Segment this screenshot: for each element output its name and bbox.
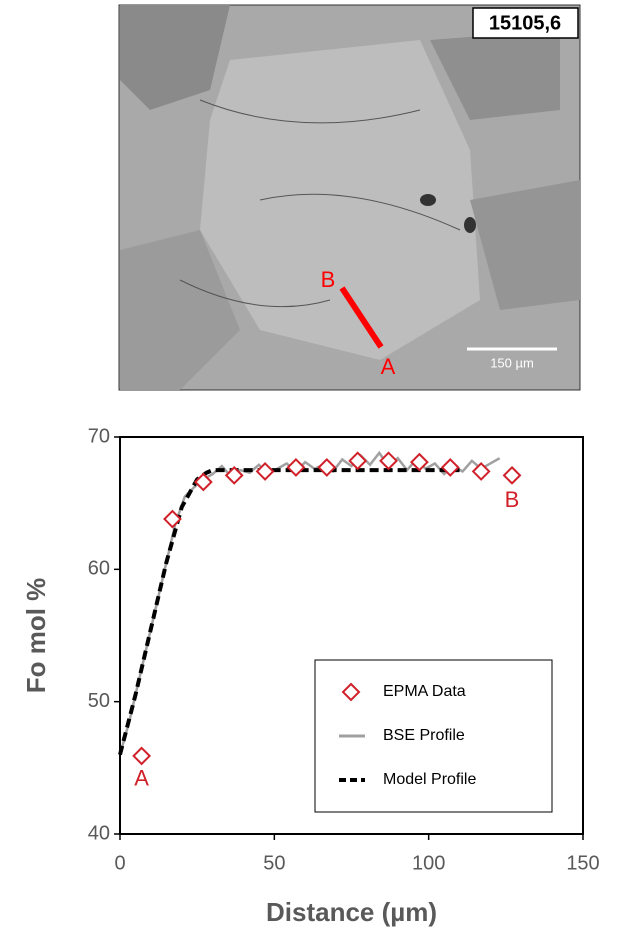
x-axis-label: Distance (µm) xyxy=(266,897,437,927)
diamond-marker xyxy=(319,459,335,475)
y-tick-label: 70 xyxy=(88,425,110,447)
legend-label: Model Profile xyxy=(383,771,476,788)
x-tick-label: 150 xyxy=(566,852,599,874)
y-tick-label: 50 xyxy=(88,690,110,712)
chart: 40 50 60 70 0 50 100 150 Distance (µm) Fo mol % A B… xyxy=(21,425,600,927)
point-label: B xyxy=(321,267,336,292)
x-tick-label: 100 xyxy=(412,852,445,874)
diamond-marker xyxy=(288,459,304,475)
micrograph: B A 15105,6 150 µm xyxy=(119,5,580,390)
x-tick-label: 50 xyxy=(263,852,285,874)
annotation: B xyxy=(505,487,520,512)
legend-label: EPMA Data xyxy=(383,683,466,700)
annotation: A xyxy=(134,766,149,791)
page: B A 15105,6 150 µm 40 50 60 70 0 50 100 150 Dist… xyxy=(0,0,617,932)
diamond-marker xyxy=(504,467,520,483)
inclusion xyxy=(464,217,476,233)
diamond-marker xyxy=(381,453,397,469)
y-tick-label: 40 xyxy=(88,822,110,844)
inclusion xyxy=(420,194,436,206)
x-tick-label: 0 xyxy=(114,852,125,874)
y-tick-label: 60 xyxy=(88,558,110,580)
diamond-marker xyxy=(134,748,150,764)
sample-label: 15105,6 xyxy=(489,12,561,34)
legend-label: BSE Profile xyxy=(383,727,465,744)
y-axis-label: Fo mol % xyxy=(21,578,51,694)
point-label: A xyxy=(381,354,396,379)
figure: B A 15105,6 150 µm 40 50 60 70 0 50 100 150 Dist… xyxy=(0,0,617,932)
scale-label: 150 µm xyxy=(490,355,534,370)
